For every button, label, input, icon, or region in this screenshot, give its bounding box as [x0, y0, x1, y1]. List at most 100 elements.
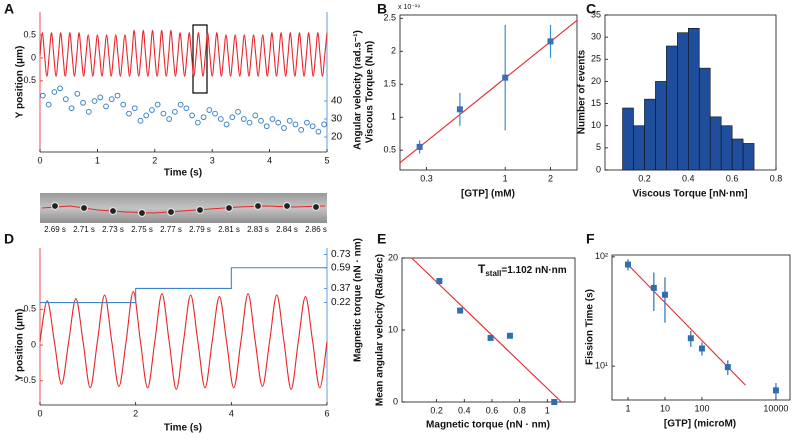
x-axis-label: Time (s): [164, 423, 202, 434]
y-tick-label: 35: [591, 9, 601, 19]
frame-label: 2.69 s: [44, 225, 66, 234]
marker: [223, 121, 230, 128]
marker: [126, 110, 132, 117]
marker: [171, 108, 178, 115]
marker: [143, 112, 150, 119]
annotation-text: =1.102 nN·nm: [501, 265, 566, 276]
marker: [304, 119, 310, 126]
marker: [456, 106, 463, 113]
y-tick-label: 15: [591, 98, 601, 108]
y-tick-label: 0: [596, 164, 601, 174]
annotation: Tstall=1.102 nN·nm: [478, 262, 567, 278]
frame-label: 2.81 s: [218, 225, 240, 234]
x-tick-label: 5: [324, 155, 329, 165]
marker: [39, 92, 46, 99]
marker: [436, 278, 443, 285]
marker: [321, 121, 328, 128]
marker: [74, 90, 81, 97]
x-tick-label: 10: [660, 403, 670, 413]
marker: [229, 114, 236, 121]
bar: [688, 27, 700, 171]
bead: [79, 203, 89, 213]
marker: [120, 101, 127, 108]
trajectory: [41, 205, 326, 214]
marker: [281, 125, 287, 131]
bar: [644, 98, 656, 171]
frame-label: 2.86 s: [305, 225, 327, 234]
y-axis-label: Fission Time (s): [585, 289, 596, 365]
image-strip: [40, 193, 327, 223]
x-tick-label: 1: [95, 155, 100, 165]
axes-box: [401, 257, 576, 403]
frame-label: 2.77 s: [160, 225, 182, 234]
x-tick-label: 10000: [763, 403, 788, 413]
panel-letter: C: [586, 1, 596, 17]
bead: [166, 207, 176, 217]
x-tick-label: 1: [625, 403, 630, 413]
x-tick-label: 0.6: [726, 173, 739, 183]
marker: [85, 108, 92, 115]
y-tick-label: -0.5: [20, 375, 36, 385]
frame-label: 2.73 s: [102, 225, 124, 234]
bar: [666, 45, 678, 171]
panel-letter: B: [377, 1, 387, 17]
marker: [506, 332, 513, 339]
marker: [177, 101, 184, 108]
y2-axis-label: Angular velocity (rad.s⁻¹): [353, 30, 364, 150]
axes-box: [399, 14, 578, 171]
marker: [217, 116, 224, 122]
y2-tick-label: 0.37: [331, 283, 351, 294]
panel-letter: E: [377, 231, 386, 247]
bead: [108, 206, 118, 216]
x-tick-label: 0.4: [682, 173, 695, 183]
panel: D 0 2 4 6 -0.5 0 0.5 0.22 0.37 0.59 0.73 Time (s) Y p…: [4, 231, 364, 434]
bar: [633, 125, 645, 171]
marker: [166, 116, 173, 122]
bar: [698, 67, 711, 171]
x-tick-label: 0: [37, 155, 42, 165]
bar: [742, 143, 755, 171]
marker: [235, 108, 241, 115]
frame-label: 2.83 s: [247, 225, 269, 234]
marker: [137, 117, 144, 124]
marker: [286, 117, 293, 124]
frame-label: 2.71 s: [73, 225, 95, 234]
series-line: [39, 290, 328, 390]
marker: [298, 126, 305, 133]
y-tick-label: 20: [388, 252, 398, 262]
x-tick-label: 0.2: [638, 173, 651, 183]
panel: B 0.3 1 2 0.5 1 1.5 2 2.5 [GTP] (mM) Viscous Torqu…: [365, 1, 578, 200]
x-tick-label: 0.4: [458, 405, 471, 415]
marker: [246, 119, 253, 126]
series-line: [411, 257, 562, 403]
marker: [206, 107, 213, 113]
marker: [212, 110, 218, 117]
y-tick-label: 2: [391, 46, 396, 56]
zoom-box: [192, 24, 208, 94]
y-tick-label: 10: [388, 324, 398, 334]
y2-axis-label: Magnetic torque (nN · nm): [353, 238, 364, 362]
marker: [269, 116, 276, 122]
marker: [551, 399, 558, 405]
x-tick-label: 0.8: [770, 173, 783, 183]
y-axis-label: Y position (μm): [15, 46, 26, 119]
y2-tick-label: 30: [331, 114, 343, 125]
bead-images: [50, 201, 321, 218]
x-tick-label: 2: [548, 173, 553, 183]
marker: [263, 123, 270, 130]
marker: [183, 105, 190, 112]
marker: [149, 107, 155, 113]
bar: [677, 32, 689, 171]
y-tick-label: 0.5: [23, 29, 36, 39]
axes-box: [611, 254, 791, 401]
marker: [80, 99, 86, 106]
bead: [224, 203, 234, 213]
panel: C 0.2 0.4 0.6 0.8 0 5 10 15 20 25 30 35 Viscous Torqu…: [577, 1, 783, 200]
y-tick-label: 25: [591, 54, 601, 64]
y-axis-label: Mean angular velocity (Rad/sec): [375, 254, 386, 406]
marker: [108, 96, 115, 103]
marker: [547, 38, 554, 45]
marker: [189, 112, 196, 119]
